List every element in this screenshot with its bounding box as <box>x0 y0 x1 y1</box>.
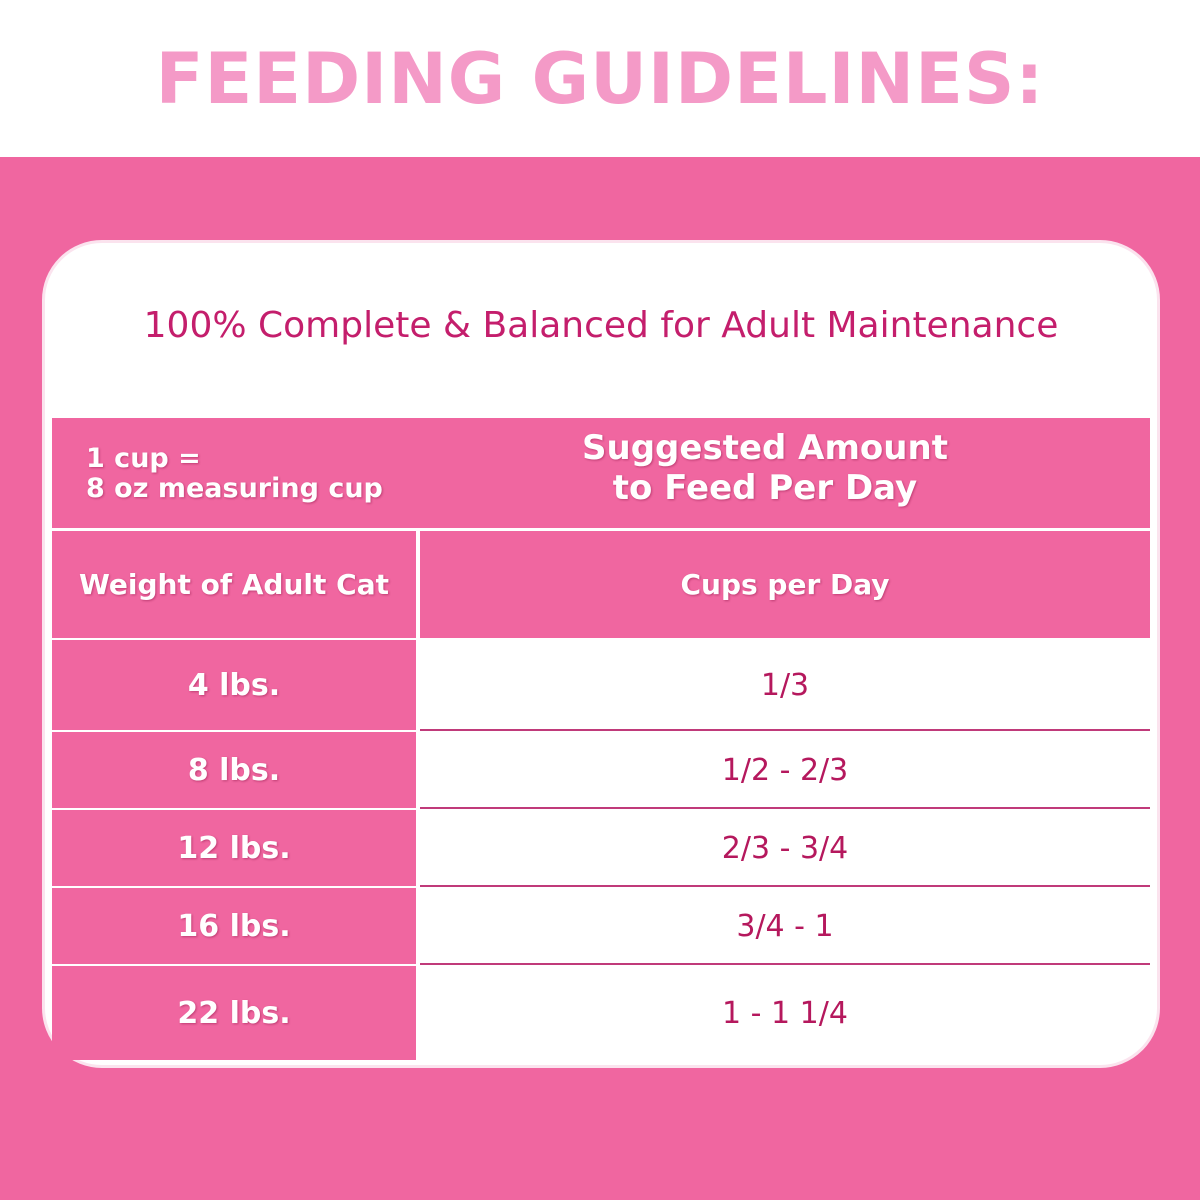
cups-cell: 1/2 - 2/3 <box>721 752 849 788</box>
page-title: FEEDING GUIDELINES: <box>155 38 1045 120</box>
row-divider <box>420 729 1150 731</box>
cups-cell: 1/3 <box>760 667 810 703</box>
weight-cell: 4 lbs. <box>52 640 416 730</box>
weight-cell: 22 lbs. <box>52 966 416 1060</box>
card-subtitle: 100% Complete & Balanced for Adult Maint… <box>143 305 1059 346</box>
suggested-amount-header: Suggested Amount to Feed Per Day <box>520 428 1010 508</box>
row-divider <box>420 963 1150 965</box>
weight-cell: 16 lbs. <box>52 888 416 964</box>
cups-cell: 2/3 - 3/4 <box>721 830 849 866</box>
weight-cell: 8 lbs. <box>52 732 416 808</box>
suggested-line2: to Feed Per Day <box>612 468 918 508</box>
cups-column-header: Cups per Day <box>420 531 1150 638</box>
cup-note: 1 cup = 8 oz measuring cup <box>86 444 383 504</box>
cup-note-line1: 1 cup = <box>86 443 201 474</box>
weight-cell: 12 lbs. <box>52 810 416 886</box>
cup-note-header <box>52 418 1150 528</box>
suggested-line1: Suggested Amount <box>582 428 948 468</box>
row-divider <box>420 885 1150 887</box>
row-divider <box>420 807 1150 809</box>
weight-column-header: Weight of Adult Cat <box>52 531 416 638</box>
cups-cell: 1 - 1 1/4 <box>722 995 848 1031</box>
cup-note-line2: 8 oz measuring cup <box>86 473 383 504</box>
cups-cell: 3/4 - 1 <box>736 908 834 944</box>
